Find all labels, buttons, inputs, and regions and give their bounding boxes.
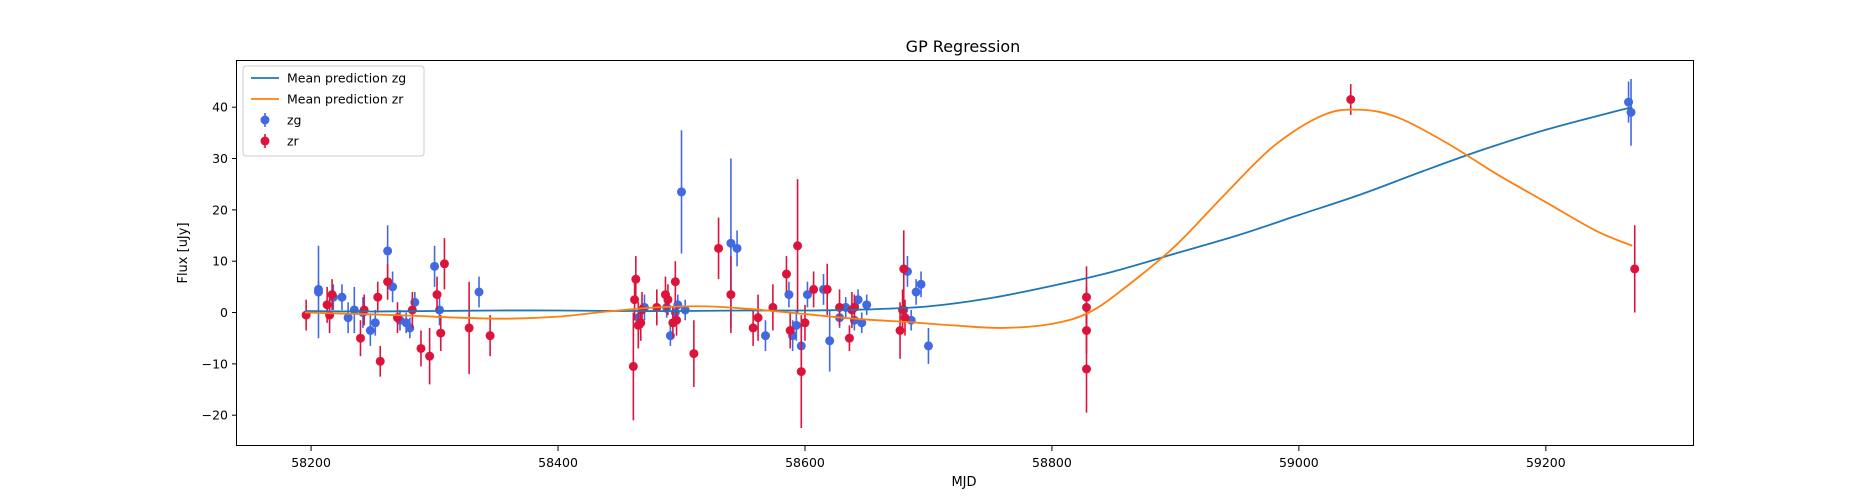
y-tick-label: −20	[202, 408, 228, 423]
x-tick-label: 59000	[1279, 455, 1319, 470]
data-point-zg	[912, 288, 921, 297]
data-point-zr	[360, 305, 369, 314]
data-point-zr	[663, 295, 672, 304]
data-point-zg	[677, 187, 686, 196]
data-point-zr	[433, 290, 442, 299]
legend-label: zr	[287, 134, 300, 149]
data-point-zr	[1346, 95, 1355, 104]
data-point-zg	[917, 280, 926, 289]
data-point-zr	[376, 357, 385, 366]
data-point-zr	[1082, 365, 1091, 374]
data-point-zr	[383, 277, 392, 286]
data-point-zg	[430, 262, 439, 271]
x-tick-label: 58600	[785, 455, 825, 470]
x-axis-label: MJD	[951, 475, 976, 490]
data-point-zg	[825, 336, 834, 345]
data-point-zr	[786, 326, 795, 335]
data-point-zr	[465, 323, 474, 332]
data-point-zg	[761, 331, 770, 340]
data-point-zr	[823, 285, 832, 294]
y-tick-label: 40	[212, 100, 228, 115]
data-point-zr	[486, 331, 495, 340]
x-tick-label: 58400	[538, 455, 578, 470]
y-tick-label: 10	[212, 254, 228, 269]
data-point-zg	[733, 244, 742, 253]
data-point-zr	[749, 323, 758, 332]
data-point-zr	[373, 293, 382, 302]
data-point-zr	[636, 318, 645, 327]
data-point-zr	[328, 290, 337, 299]
data-point-zg	[475, 288, 484, 297]
data-point-zr	[436, 329, 445, 338]
legend-marker-swatch	[261, 116, 270, 125]
data-point-zr	[754, 313, 763, 322]
data-point-zr	[714, 244, 723, 253]
data-point-zr	[408, 305, 417, 314]
x-tick-label: 58800	[1032, 455, 1072, 470]
data-point-zr	[416, 344, 425, 353]
data-point-zr	[671, 277, 680, 286]
data-point-zr	[793, 241, 802, 250]
legend: Mean prediction zg Mean prediction zr zg zr	[243, 66, 424, 156]
y-axis-label: Flux [uJy]	[176, 222, 191, 283]
data-point-zg	[924, 341, 933, 350]
data-point-zg	[314, 285, 323, 294]
data-point-zr	[899, 264, 908, 273]
y-tick-label: 0	[220, 305, 228, 320]
x-tick-label: 58200	[291, 455, 331, 470]
data-point-zr	[631, 275, 640, 284]
y-tick-label: 30	[212, 151, 228, 166]
data-point-zr	[672, 316, 681, 325]
chart-title: GP Regression	[906, 37, 1021, 56]
y-tick-label: −10	[202, 356, 228, 371]
data-point-zr	[809, 285, 818, 294]
data-point-zg	[862, 300, 871, 309]
data-point-zg	[371, 318, 380, 327]
data-point-zr	[726, 290, 735, 299]
data-point-zg	[383, 246, 392, 255]
y-tick-label: 20	[212, 202, 228, 217]
data-point-zr	[689, 349, 698, 358]
legend-marker-swatch	[261, 137, 270, 146]
data-point-zr	[797, 367, 806, 376]
data-point-zr	[356, 334, 365, 343]
data-point-zg	[337, 293, 346, 302]
data-point-zr	[1630, 264, 1639, 273]
legend-label: Mean prediction zg	[287, 71, 406, 86]
data-point-zr	[782, 270, 791, 279]
data-point-zg	[366, 326, 375, 335]
data-point-zr	[637, 305, 646, 314]
data-point-zr	[845, 334, 854, 343]
legend-label: Mean prediction zr	[287, 92, 404, 107]
data-point-zr	[800, 318, 809, 327]
data-point-zr	[425, 352, 434, 361]
data-point-zr	[629, 362, 638, 371]
x-tick-label: 59200	[1526, 455, 1566, 470]
data-point-zr	[440, 259, 449, 268]
legend-label: zg	[287, 113, 302, 128]
